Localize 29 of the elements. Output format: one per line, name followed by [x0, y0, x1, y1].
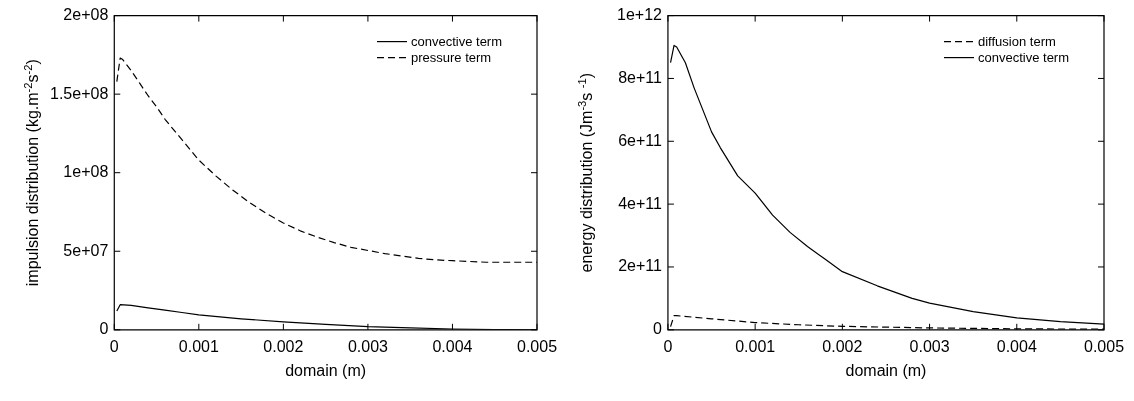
legend-label: convective term [978, 49, 1070, 65]
x-tick-label: 0.001 [178, 337, 219, 355]
legend-label: diffusion term [978, 33, 1056, 49]
y-axis-title: energy distribution (Jm-3s -1) [575, 72, 595, 273]
x-tick-label: 0.002 [822, 337, 863, 355]
y-tick-label: 0 [99, 320, 109, 338]
legend-label: pressure term [411, 49, 492, 65]
x-tick-label: 0.003 [909, 337, 950, 355]
y-tick-label: 4e+11 [618, 194, 663, 212]
x-tick-label: 0.004 [432, 337, 473, 355]
x-axis-title: domain (m) [285, 361, 367, 379]
y-tick-label: 1.5e+08 [50, 84, 109, 102]
y-tick-label: 8e+11 [618, 68, 663, 86]
y-tick-label: 1e+08 [63, 163, 109, 181]
y-tick-label: 0 [653, 320, 663, 338]
y-tick-label: 6e+11 [618, 131, 663, 149]
x-tick-label: 0.004 [996, 337, 1037, 355]
x-tick-label: 0.005 [516, 337, 558, 355]
legend-label: convective term [411, 33, 503, 49]
x-tick-label: 0.002 [263, 337, 304, 355]
y-tick-label: 2e+08 [63, 6, 109, 24]
y-tick-label: 1e+12 [617, 6, 663, 24]
x-axis-title: domain (m) [845, 361, 927, 379]
x-tick-label: 0.001 [735, 337, 776, 355]
y-tick-label: 5e+07 [63, 241, 109, 259]
x-tick-label: 0.005 [1083, 337, 1125, 355]
x-tick-label: 0.003 [347, 337, 389, 355]
y-axis-title: impulsion distribution (kg.m-2s-2) [21, 59, 42, 287]
y-tick-label: 2e+11 [618, 257, 663, 275]
